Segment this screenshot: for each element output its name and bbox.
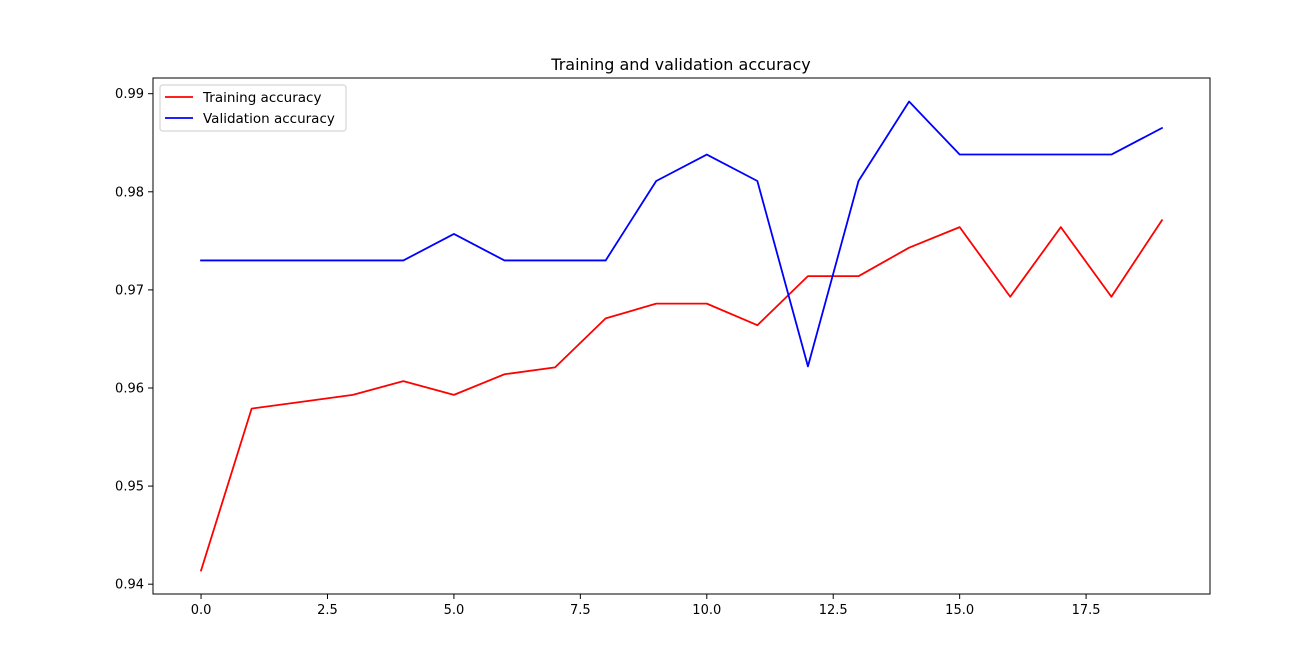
- x-tick-label: 10.0: [692, 603, 721, 618]
- y-axis: 0.94 0.95 0.96 0.97 0.98 0.99: [115, 87, 153, 593]
- plot-frame: [152, 77, 1211, 595]
- series-layer: [199, 100, 1164, 572]
- series-line-training-accuracy: [199, 218, 1164, 572]
- x-tick-label: 12.5: [819, 603, 848, 618]
- chart-title: Training and validation accuracy: [550, 55, 810, 74]
- y-tick-label: 0.95: [115, 480, 144, 495]
- legend-label: Training accuracy: [202, 90, 321, 106]
- plot-area: [153, 78, 1210, 594]
- x-axis: 0.0 2.5 5.0 7.5 10.0 12.5 15.0 17.5: [191, 594, 1101, 618]
- y-tick-label: 0.98: [115, 185, 144, 200]
- series-line-validation-accuracy: [200, 100, 1164, 368]
- x-tick-label: 7.5: [570, 603, 591, 618]
- y-tick-label: 0.96: [115, 381, 144, 396]
- legend-box: [159, 84, 347, 132]
- x-tick-label: 2.5: [317, 603, 338, 618]
- y-tick-label: 0.97: [115, 283, 144, 298]
- y-tick-label: 0.99: [115, 87, 144, 102]
- legend-label: Validation accuracy: [203, 111, 335, 127]
- x-tick-label: 15.0: [945, 603, 974, 618]
- legend: Training accuracy Validation accuracy: [159, 84, 347, 132]
- x-tick-label: 17.5: [1072, 603, 1101, 618]
- x-tick-label: 0.0: [191, 603, 212, 618]
- x-tick-label: 5.0: [444, 603, 465, 618]
- y-tick-label: 0.94: [115, 578, 144, 593]
